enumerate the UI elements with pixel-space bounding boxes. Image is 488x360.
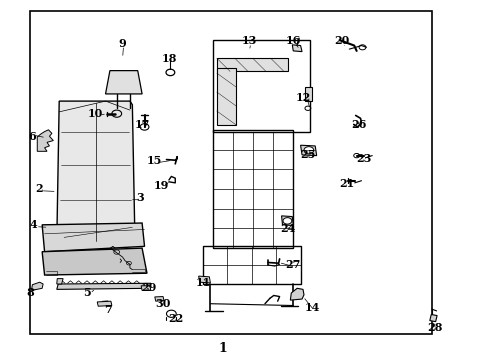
Polygon shape	[429, 315, 436, 321]
Polygon shape	[57, 279, 63, 284]
Polygon shape	[37, 130, 53, 151]
Text: 13: 13	[241, 35, 257, 46]
Polygon shape	[216, 68, 236, 125]
Text: 2: 2	[35, 184, 42, 194]
Text: 4: 4	[30, 219, 38, 230]
Polygon shape	[57, 101, 135, 243]
Polygon shape	[42, 223, 144, 252]
Polygon shape	[305, 87, 311, 101]
Text: 8: 8	[26, 288, 34, 298]
Text: 12: 12	[295, 92, 310, 103]
Polygon shape	[57, 283, 151, 289]
Polygon shape	[97, 301, 112, 306]
Bar	[212, 130, 293, 248]
Text: 10: 10	[88, 108, 103, 119]
Bar	[203, 246, 300, 284]
Text: 5: 5	[83, 288, 91, 298]
Text: 7: 7	[104, 303, 112, 315]
Polygon shape	[290, 288, 304, 300]
Text: 28: 28	[426, 321, 442, 333]
Text: 3: 3	[136, 193, 143, 203]
Text: 24: 24	[280, 223, 295, 234]
Text: 26: 26	[351, 119, 366, 130]
Circle shape	[304, 147, 313, 154]
Text: 11: 11	[195, 277, 210, 288]
Bar	[212, 40, 310, 132]
Text: 21: 21	[339, 178, 354, 189]
Text: 6: 6	[28, 131, 36, 143]
Polygon shape	[105, 71, 142, 94]
Text: 15: 15	[146, 155, 162, 166]
Polygon shape	[42, 248, 147, 275]
Bar	[30, 12, 431, 334]
Text: 14: 14	[305, 302, 320, 313]
Text: 30: 30	[155, 298, 170, 309]
Text: 20: 20	[334, 35, 349, 46]
Polygon shape	[292, 45, 302, 51]
Polygon shape	[155, 297, 163, 301]
Text: 19: 19	[154, 180, 169, 191]
Text: 22: 22	[168, 312, 183, 324]
Polygon shape	[216, 58, 288, 72]
Polygon shape	[198, 276, 210, 283]
Polygon shape	[281, 216, 293, 226]
Text: 27: 27	[285, 259, 300, 270]
Text: 23: 23	[356, 153, 371, 164]
Circle shape	[283, 218, 291, 224]
Polygon shape	[300, 145, 316, 156]
Text: 16: 16	[285, 35, 300, 46]
Text: 25: 25	[300, 149, 315, 161]
Text: 17: 17	[134, 119, 149, 130]
Polygon shape	[141, 286, 151, 291]
Polygon shape	[31, 282, 43, 291]
Text: 9: 9	[119, 38, 126, 49]
Text: 18: 18	[161, 53, 176, 64]
Text: 29: 29	[142, 282, 157, 293]
Text: 1: 1	[218, 342, 226, 355]
